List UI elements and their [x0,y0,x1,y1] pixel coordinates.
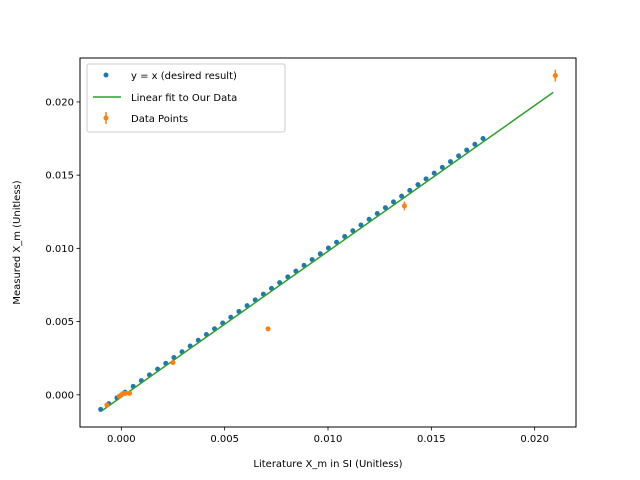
axes-frame [79,57,577,428]
x-tick-label: 0.010 [314,434,343,445]
x-tick-label: 0.015 [417,434,446,445]
ideal-point [456,153,462,159]
data-point [265,326,271,332]
ideal-point [399,193,405,199]
ideal-point [98,406,104,412]
ideal-point [464,147,470,153]
y-tick-label: 0.010 [45,244,74,255]
legend-box [86,63,286,133]
legend-label-ideal: y = x (desired result) [131,71,237,82]
data-point [552,73,558,79]
y-tick-label: 0.020 [45,97,74,108]
data-point [122,390,128,396]
ideal-point [431,170,437,176]
ideal-point [366,216,372,222]
ideal-point [423,176,429,182]
ideal-point [480,136,486,142]
y-axis-label: Measured X_m (Unitless) [12,180,23,304]
legend-marker-ideal [103,72,109,78]
ideal-point [382,205,388,211]
ideal-point [447,159,453,165]
y-axis-ticks: 0.000 0.005 0.010 0.015 0.020 [45,97,80,401]
plot-area [98,69,558,412]
data-point [401,203,407,209]
legend: y = x (desired result) Linear fit to Our… [86,63,286,133]
y-tick-label: 0.015 [45,171,74,182]
x-tick-label: 0.005 [210,434,239,445]
ideal-point [415,182,421,188]
data-point [127,390,133,396]
fit-line [102,91,554,411]
legend-label-fit: Linear fit to Our Data [131,93,237,104]
data-point [104,402,110,408]
x-tick-label: 0.020 [520,434,549,445]
ideal-point [374,210,380,216]
ideal-point [407,187,413,193]
x-axis-ticks: 0.000 0.005 0.010 0.015 0.020 [107,427,549,445]
legend-marker-data [103,115,109,121]
ideal-point [439,164,445,170]
legend-label-data: Data Points [131,114,188,125]
x-tick-label: 0.000 [107,434,136,445]
ideal-point [391,199,397,205]
ideal-point [472,141,478,147]
data-point [170,360,176,366]
y-tick-label: 0.000 [45,390,74,401]
x-axis-label: Literature X_m in SI (Unitless) [253,459,402,470]
y-tick-label: 0.005 [45,317,74,328]
